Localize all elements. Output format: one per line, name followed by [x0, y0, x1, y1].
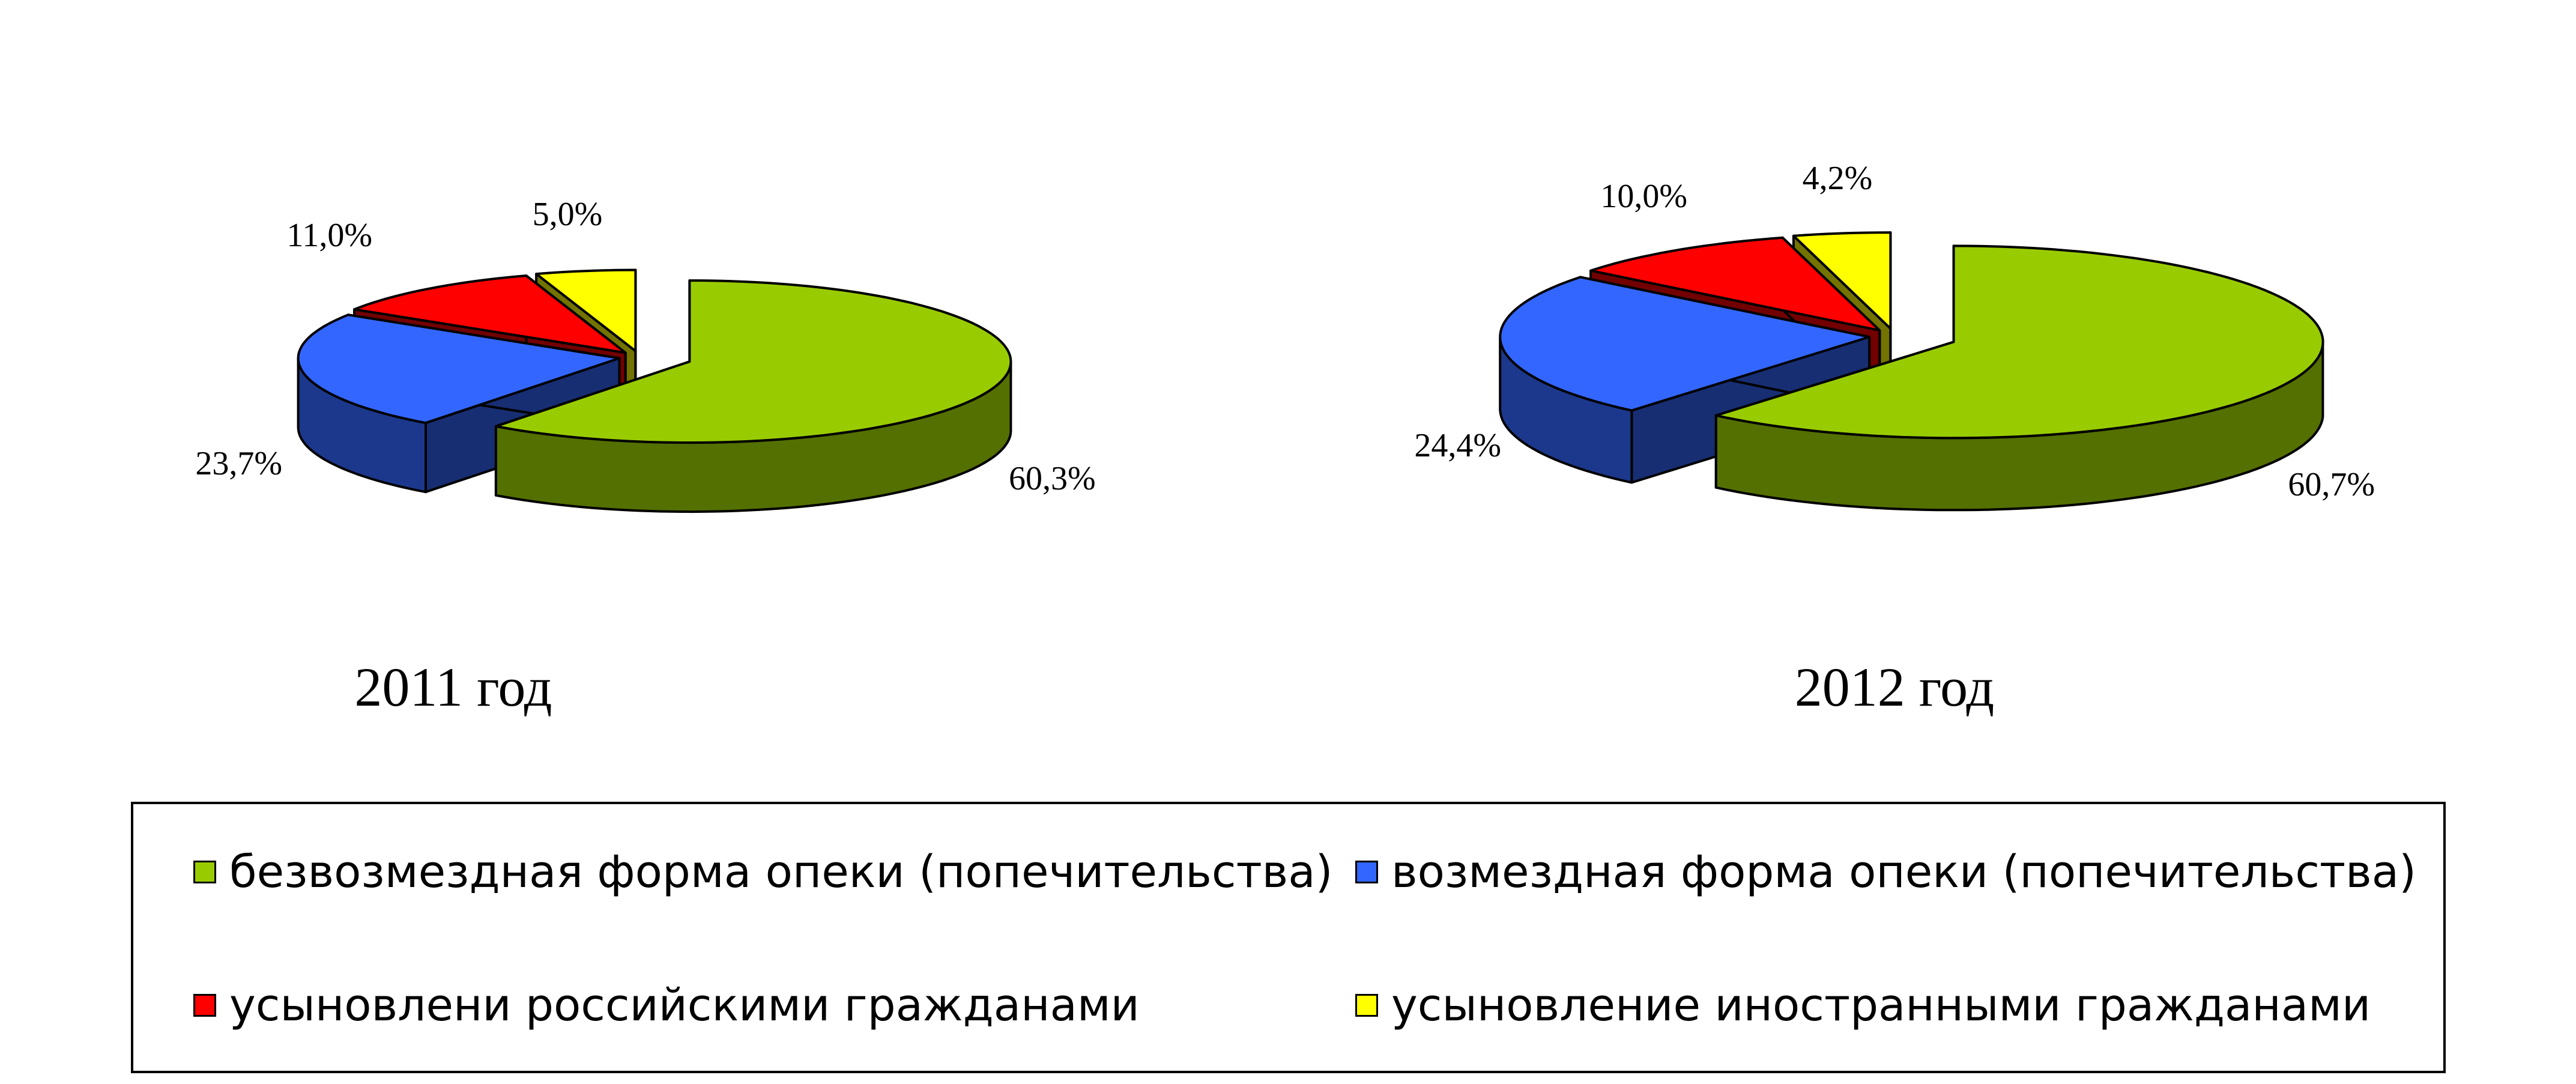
pie-chart-2012: 60,7% 24,4% 10,0% 4,2% [1414, 160, 2375, 512]
legend-swatch-yellow [1355, 994, 1378, 1017]
slice-russian-adoption [353, 274, 627, 354]
legend-item-unpaid-guardianship: безвозмездная форма опеки (попечительств… [193, 846, 1333, 898]
legend-swatch-red [193, 994, 216, 1017]
data-label-russian-adoption: 10,0% [1600, 178, 1687, 215]
slice-russian-adoption [1589, 236, 1881, 332]
data-label-russian-adoption: 11,0% [286, 217, 372, 254]
data-label-unpaid-guardianship: 60,7% [2288, 466, 2375, 503]
legend-item-foreign-adoption: усыновление иностранными гражданами [1355, 980, 2371, 1031]
slice-foreign-adoption [535, 268, 637, 353]
data-label-unpaid-guardianship: 60,3% [1009, 460, 1096, 497]
legend: безвозмездная форма опеки (попечительств… [131, 802, 2446, 1073]
legend-swatch-green [193, 861, 216, 883]
legend-label: усыновление иностранными гражданами [1391, 980, 2371, 1031]
legend-label: усыновлени российскими гражданами [229, 980, 1140, 1031]
slice-paid-guardianship [297, 313, 621, 425]
legend-item-russian-adoption: усыновлени российскими гражданами [193, 980, 1140, 1031]
data-label-foreign-adoption: 5,0% [533, 196, 603, 233]
pie-chart-2011: 60,3% 23,7% 11,0% 5,0% [195, 196, 1096, 513]
data-label-foreign-adoption: 4,2% [1803, 160, 1873, 197]
legend-label: безвозмездная форма опеки (попечительств… [229, 846, 1333, 898]
chart-title-2012: 2012 год [1795, 656, 1995, 718]
data-label-paid-guardianship: 23,7% [195, 445, 282, 482]
slice-unpaid-guardianship [1714, 244, 2324, 440]
data-label-paid-guardianship: 24,4% [1414, 427, 1501, 464]
legend-swatch-blue [1355, 861, 1378, 883]
slice-unpaid-guardianship [494, 279, 1012, 444]
slice-foreign-adoption [1792, 231, 1892, 330]
legend-label: возмездная форма опеки (попечительства) [1391, 846, 2416, 898]
chart-title-2011: 2011 год [354, 656, 552, 718]
legend-item-paid-guardianship: возмездная форма опеки (попечительства) [1355, 846, 2416, 898]
slice-paid-guardianship [1499, 276, 1871, 412]
